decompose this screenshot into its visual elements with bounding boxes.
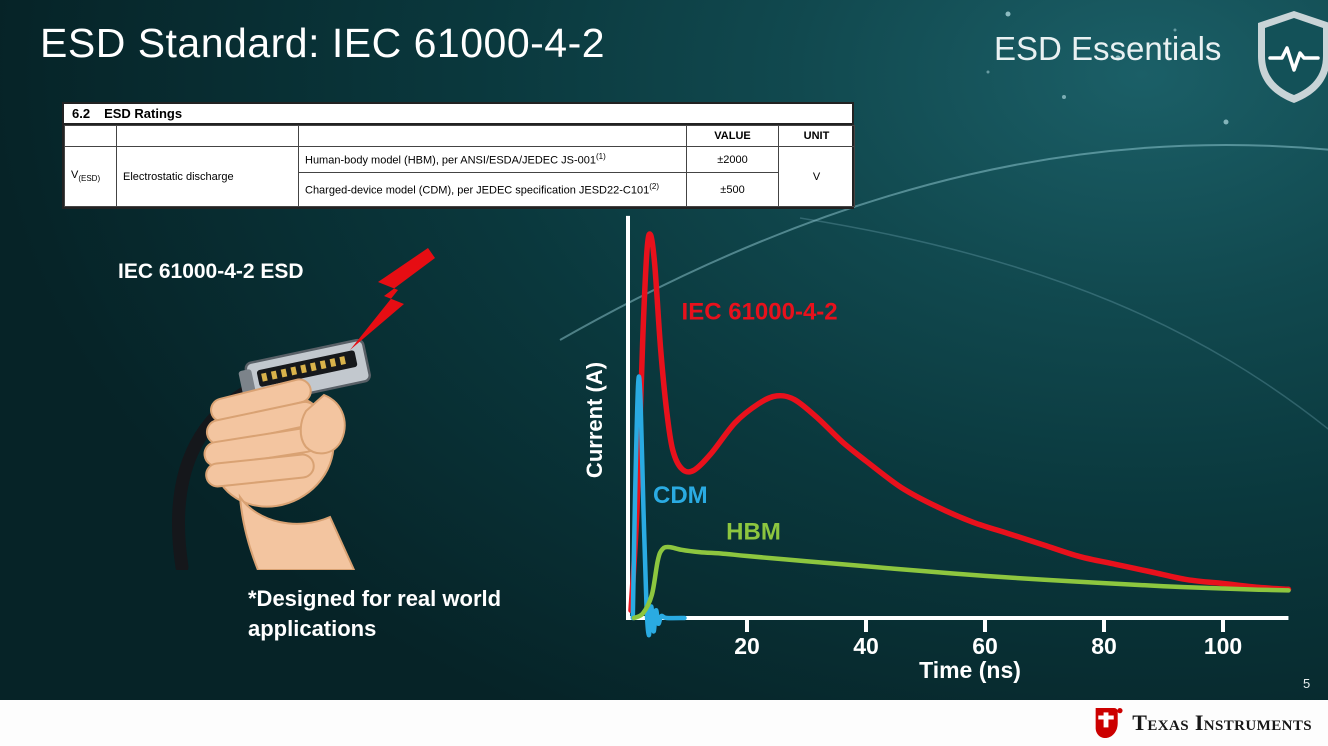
lightning-bolt-icon <box>350 248 435 350</box>
header-value-cell: VALUE <box>686 125 779 147</box>
series-curve-cdm <box>630 374 687 638</box>
cdm-footnote-ref: (2) <box>649 182 659 192</box>
hand-holding-hdmi-illustration <box>172 338 371 570</box>
header-empty-cell <box>298 125 687 147</box>
wrist <box>238 493 356 570</box>
designed-for-real-world-footnote: *Designed for real world applications <box>248 584 501 643</box>
fist <box>203 378 346 508</box>
unit-cell: V <box>778 146 855 207</box>
series-title: ESD Essentials <box>994 30 1222 67</box>
cdm-value-cell: ±500 <box>686 172 779 207</box>
esd-current-vs-time-chart: 20 40 60 80 100 IEC 61000-4-2 CDM HBM <box>626 215 1292 659</box>
x-tick-label-100: 100 <box>1204 633 1242 659</box>
hbm-footnote-ref: (1) <box>596 152 606 162</box>
iec-esd-caption: IEC 61000-4-2 ESD <box>118 260 304 283</box>
series-curve-hbm <box>631 544 1291 621</box>
cdm-description-cell: Charged-device model (CDM), per JEDEC sp… <box>298 172 687 207</box>
hbm-value-cell: ±2000 <box>686 146 779 173</box>
x-tick-label-60: 60 <box>972 633 998 659</box>
symbol-subscript: (ESD) <box>78 174 101 184</box>
series-label-hbm: HBM <box>726 518 781 545</box>
page-title: ESD Standard: IEC 61000-4-2 <box>40 20 606 66</box>
footnote-line-1: *Designed for real world <box>248 586 502 611</box>
header-empty-cell <box>116 125 299 147</box>
hbm-description-cell: Human-body model (HBM), per ANSI/ESDA/JE… <box>298 146 687 173</box>
header-empty-cell <box>64 125 117 147</box>
series-label-iec-61000-4-2: IEC 61000-4-2 <box>682 298 838 325</box>
symbol-cell: V(ESD) <box>64 146 117 207</box>
ti-logo-text: Texas Instruments <box>1132 710 1312 735</box>
x-axis-label: Time (ns) <box>919 657 1021 683</box>
series-curve-iec-61000-4-2 <box>628 231 1292 614</box>
cdm-description: Charged-device model (CDM), per JEDEC sp… <box>305 184 650 197</box>
section-name: ESD Ratings <box>104 106 183 121</box>
parameter-cell: Electrostatic discharge <box>116 146 299 207</box>
footer-bar: Texas Instruments <box>0 700 1328 746</box>
footnote-line-2: applications <box>248 615 377 641</box>
header-unit-cell: UNIT <box>778 125 855 147</box>
table-section-title: 6.2 ESD Ratings <box>64 104 852 125</box>
esd-shield-icon <box>1258 11 1328 103</box>
y-axis-label: Current (A) <box>582 361 607 479</box>
hbm-description: Human-body model (HBM), per ANSI/ESDA/JE… <box>305 154 596 167</box>
ti-bug-icon <box>1095 708 1123 738</box>
symbol-text: V <box>71 169 79 182</box>
section-number: 6.2 <box>72 106 91 121</box>
x-tick-label-40: 40 <box>853 633 879 659</box>
page-number: 5 <box>1303 676 1311 691</box>
series-label-cdm: CDM <box>653 482 708 509</box>
ti-logo: Texas Instruments <box>1093 706 1312 740</box>
x-tick-label-80: 80 <box>1091 633 1117 659</box>
x-tick-label-20: 20 <box>734 633 760 659</box>
esd-ratings-table: 6.2 ESD Ratings VALUE UNIT V(ESD) Electro… <box>62 102 855 209</box>
